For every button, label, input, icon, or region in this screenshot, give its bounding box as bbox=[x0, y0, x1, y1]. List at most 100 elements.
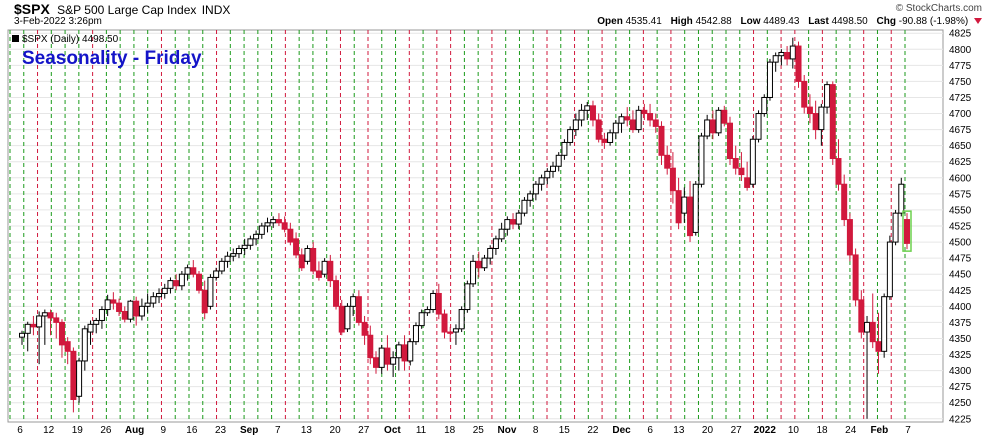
candle bbox=[567, 129, 574, 143]
candle bbox=[64, 341, 71, 352]
candle bbox=[452, 328, 459, 333]
candle bbox=[658, 125, 665, 156]
candle bbox=[555, 154, 562, 167]
x-tick-label: 8 bbox=[533, 425, 539, 436]
candle bbox=[338, 305, 345, 333]
open-label: Open bbox=[597, 16, 623, 27]
y-tick-label: 4375 bbox=[949, 318, 972, 329]
candle bbox=[875, 341, 882, 352]
candle bbox=[127, 300, 134, 320]
candle bbox=[881, 296, 888, 352]
x-tick-label: 20 bbox=[702, 425, 714, 436]
y-tick-label: 4550 bbox=[949, 205, 972, 216]
high-label: High bbox=[670, 16, 693, 27]
y-tick-label: 4625 bbox=[949, 157, 972, 168]
candle bbox=[327, 260, 334, 282]
candle bbox=[321, 260, 328, 275]
candle bbox=[36, 315, 43, 328]
candle bbox=[458, 309, 465, 330]
candle bbox=[298, 254, 305, 269]
candle bbox=[869, 321, 876, 343]
candle bbox=[178, 273, 185, 287]
candle bbox=[647, 113, 654, 121]
candle bbox=[481, 257, 488, 269]
candle bbox=[412, 325, 419, 343]
candle bbox=[390, 357, 397, 365]
low-value: 4489.43 bbox=[763, 16, 800, 27]
candle bbox=[761, 96, 768, 115]
header-title-line: $SPX S&P 500 Large Cap Index INDX bbox=[14, 1, 230, 17]
x-tick-label: 2022 bbox=[754, 425, 777, 436]
candle bbox=[218, 260, 225, 272]
candle bbox=[824, 84, 831, 108]
last-value: 4498.50 bbox=[831, 16, 868, 27]
candle bbox=[835, 158, 842, 185]
candle bbox=[430, 292, 437, 311]
x-tick-label: 26 bbox=[100, 425, 112, 436]
candle bbox=[904, 219, 910, 244]
candle bbox=[173, 280, 180, 287]
candle bbox=[53, 317, 60, 323]
candle bbox=[727, 122, 733, 160]
x-tick-label: 15 bbox=[559, 425, 571, 436]
x-tick-label: 18 bbox=[817, 425, 829, 436]
candle bbox=[841, 183, 848, 221]
candle bbox=[270, 219, 277, 224]
ticker-description: S&P 500 Large Cap Index bbox=[57, 3, 197, 17]
candle bbox=[698, 135, 705, 185]
x-tick-label: 7 bbox=[275, 425, 281, 436]
chart-title: Seasonality - Friday bbox=[22, 48, 202, 69]
candle bbox=[293, 238, 300, 256]
candle bbox=[138, 305, 145, 317]
candle bbox=[207, 276, 214, 307]
candle bbox=[624, 116, 631, 121]
candle bbox=[350, 296, 357, 307]
x-tick-label: Dec bbox=[612, 425, 631, 436]
candle bbox=[367, 334, 374, 359]
candle bbox=[544, 170, 551, 179]
candle bbox=[104, 299, 111, 311]
chart-header: $SPX S&P 500 Large Cap Index INDX 3-Feb-… bbox=[0, 0, 990, 30]
candle bbox=[527, 193, 534, 201]
candle bbox=[24, 323, 31, 334]
down-triangle-icon bbox=[974, 18, 982, 25]
candle bbox=[287, 228, 294, 243]
y-tick-label: 4525 bbox=[949, 222, 972, 233]
candle bbox=[772, 55, 779, 63]
candle bbox=[589, 105, 596, 121]
candle bbox=[395, 344, 402, 359]
candle bbox=[892, 212, 899, 243]
last-label: Last bbox=[808, 16, 829, 27]
candle bbox=[886, 241, 893, 298]
candle bbox=[407, 341, 414, 362]
y-tick-label: 4250 bbox=[949, 398, 972, 409]
y-tick-label: 4825 bbox=[949, 29, 972, 40]
x-tick-label: Aug bbox=[125, 425, 144, 436]
legend-swatch bbox=[12, 35, 19, 42]
candle bbox=[818, 106, 825, 131]
candle bbox=[846, 219, 853, 256]
x-tick-label: 13 bbox=[673, 425, 685, 436]
x-tick-label: 12 bbox=[43, 425, 55, 436]
y-tick-label: 4675 bbox=[949, 125, 972, 136]
last-bar-highlight bbox=[902, 210, 912, 252]
candle bbox=[829, 84, 836, 160]
y-tick-label: 4500 bbox=[949, 238, 972, 249]
candle bbox=[76, 360, 83, 397]
candle bbox=[664, 154, 671, 169]
candle bbox=[578, 109, 585, 121]
candle bbox=[373, 357, 379, 368]
x-tick-label: Feb bbox=[870, 425, 888, 436]
candle bbox=[521, 199, 528, 214]
candle bbox=[378, 347, 385, 368]
x-tick-label: 7 bbox=[905, 425, 911, 436]
candle bbox=[504, 219, 511, 230]
x-tick-label: 16 bbox=[186, 425, 198, 436]
x-tick-label: Oct bbox=[384, 425, 401, 436]
y-tick-label: 4575 bbox=[949, 189, 972, 200]
y-tick-label: 4325 bbox=[949, 350, 972, 361]
candle bbox=[538, 177, 545, 185]
candle bbox=[304, 247, 311, 262]
chart-date: 3-Feb-2022 3:26pm bbox=[14, 16, 102, 27]
